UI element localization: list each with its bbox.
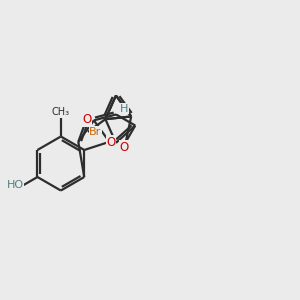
Text: O: O (82, 113, 92, 126)
Text: H: H (120, 103, 128, 113)
Text: CH₃: CH₃ (52, 107, 70, 117)
Text: O: O (120, 141, 129, 154)
Text: O: O (106, 136, 116, 149)
Text: Br: Br (89, 127, 102, 137)
Text: HO: HO (7, 180, 24, 190)
